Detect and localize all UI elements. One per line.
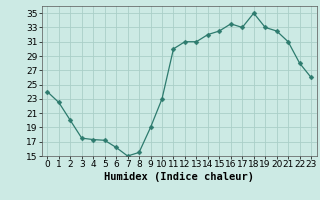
X-axis label: Humidex (Indice chaleur): Humidex (Indice chaleur) — [104, 172, 254, 182]
